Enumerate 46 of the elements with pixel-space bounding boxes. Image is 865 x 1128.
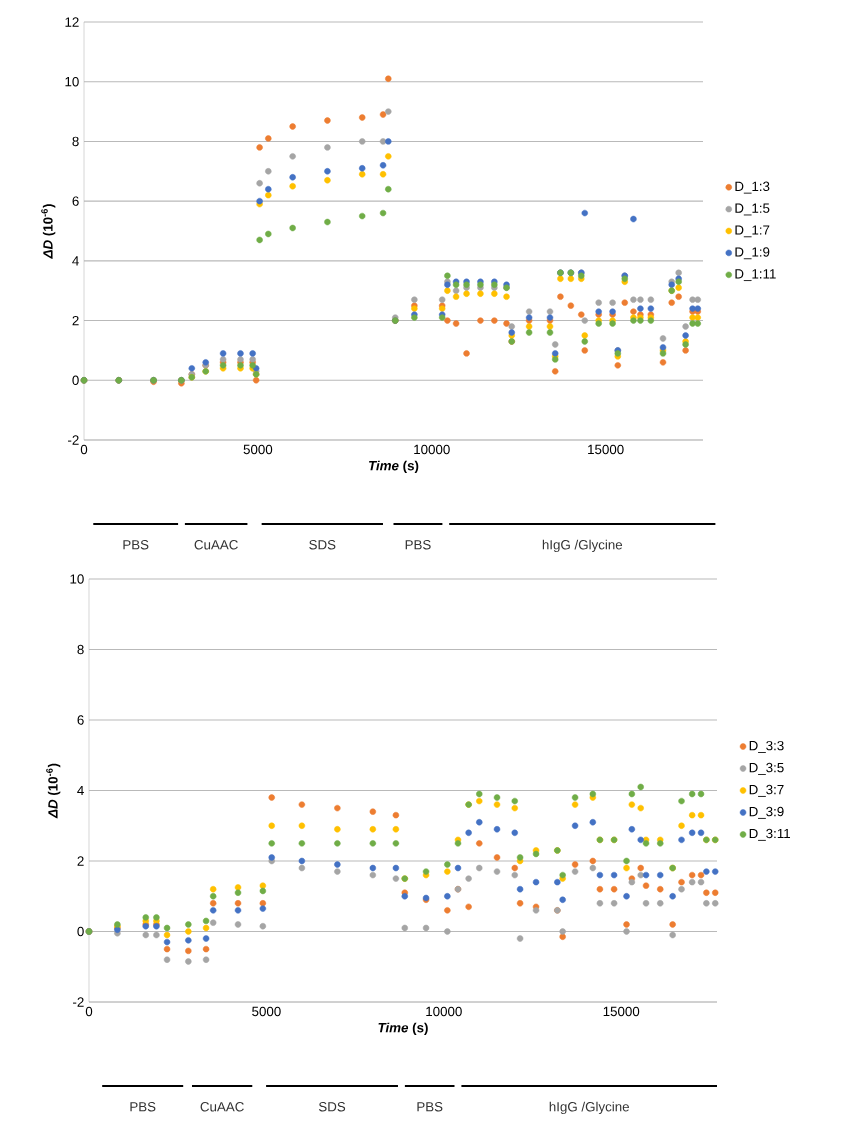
x-tick-label: 10000 xyxy=(426,1006,462,1017)
text: PBS xyxy=(405,540,431,550)
y-tick-label: 2 xyxy=(77,856,84,866)
legend-label: D_3:5 xyxy=(749,762,784,775)
legend-label: D_3:11 xyxy=(749,828,790,841)
x-tick-label: 10000 xyxy=(414,444,450,455)
text: CuAAC xyxy=(200,1102,244,1112)
x-tick-label: 15000 xyxy=(603,1006,640,1017)
y-tick-label: 0 xyxy=(72,375,79,385)
x-axis-title: Time (s) xyxy=(369,460,419,474)
text: SDS xyxy=(318,1102,346,1112)
y-axis-title: ΔD (10$^{-6}$) xyxy=(46,763,61,819)
y-tick-label: 8 xyxy=(77,644,84,655)
y-tick-label: 10 xyxy=(70,574,84,584)
y-tick-label: -2 xyxy=(73,997,84,1007)
y-tick-label: -2 xyxy=(68,435,79,445)
y-tick-label: 2 xyxy=(72,315,79,326)
y-tick-label: 6 xyxy=(72,196,79,206)
y-tick-label: 12 xyxy=(65,17,79,27)
y-tick-label: 0 xyxy=(77,926,84,937)
legend-label: D_1:11 xyxy=(735,269,776,282)
y-tick-label: 6 xyxy=(77,715,84,725)
text: PBS xyxy=(130,1102,156,1112)
x-axis-title: Time (s) xyxy=(378,1022,428,1036)
legend-label: D_1:9 xyxy=(735,247,770,260)
x-tick-label: 5000 xyxy=(252,1006,281,1017)
x-tick-label: 0 xyxy=(85,1006,93,1017)
legend-label: D_1:7 xyxy=(735,225,770,238)
text: hIgG /Glycine xyxy=(549,1101,629,1115)
y-tick-label: 4 xyxy=(72,256,79,266)
text: SDS xyxy=(309,540,336,550)
y-axis-title: ΔD (10$^{-6}$) xyxy=(41,204,56,259)
legend-label: D_3:3 xyxy=(749,740,784,753)
legend-label: D_3:9 xyxy=(749,806,784,819)
x-tick-label: 15000 xyxy=(588,444,624,455)
text: PBS xyxy=(417,1102,443,1112)
x-tick-label: 5000 xyxy=(243,444,273,455)
legend-label: D_1:3 xyxy=(735,181,770,194)
y-tick-label: 10 xyxy=(65,76,79,87)
legend-label: D_3:7 xyxy=(749,784,784,797)
y-tick-label: 8 xyxy=(72,136,79,147)
y-tick-label: 4 xyxy=(77,785,84,796)
text: CuAAC xyxy=(194,540,238,550)
text: hIgG /Glycine xyxy=(542,539,623,553)
text: PBS xyxy=(123,540,149,550)
legend-label: D_1:5 xyxy=(735,203,770,216)
